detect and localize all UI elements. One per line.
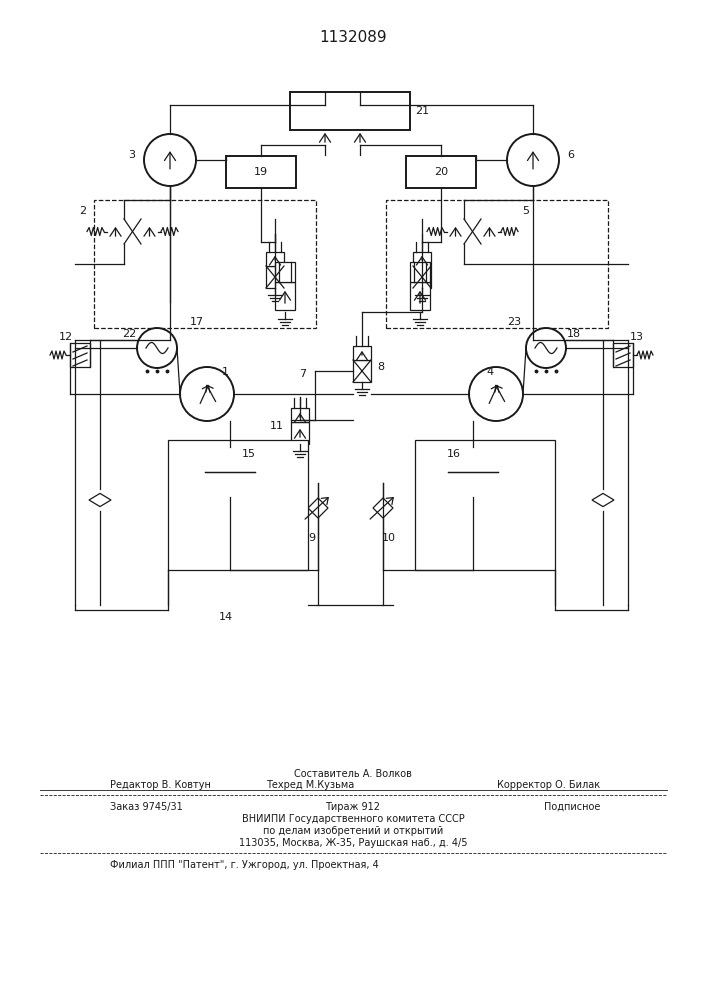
Bar <box>168 440 308 570</box>
Text: 12: 12 <box>59 332 73 342</box>
Text: 18: 18 <box>567 329 581 339</box>
Bar <box>447 219 464 244</box>
Text: 22: 22 <box>122 329 136 339</box>
Text: ВНИИПИ Государственного комитета СССР: ВНИИПИ Государственного комитета СССР <box>242 814 464 824</box>
Circle shape <box>205 447 255 497</box>
Text: 16: 16 <box>447 449 461 459</box>
Circle shape <box>448 447 498 497</box>
Bar <box>290 92 410 130</box>
Bar <box>124 219 141 244</box>
Circle shape <box>137 328 177 368</box>
Text: Составитель А. Волков: Составитель А. Волков <box>294 769 412 779</box>
Bar <box>410 262 430 282</box>
Bar <box>481 219 498 244</box>
Text: Тираж 912: Тираж 912 <box>325 802 380 812</box>
Text: Филиал ППП "Патент", г. Ужгород, ул. Проектная, 4: Филиал ППП "Патент", г. Ужгород, ул. Про… <box>110 860 379 870</box>
Bar <box>141 219 158 244</box>
Text: 23: 23 <box>507 317 521 327</box>
Bar <box>386 200 608 328</box>
Text: 6: 6 <box>568 150 575 160</box>
Bar <box>70 343 90 367</box>
Text: 19: 19 <box>254 167 268 177</box>
Circle shape <box>180 367 234 421</box>
Text: 1132089: 1132089 <box>319 29 387 44</box>
Text: 17: 17 <box>190 317 204 327</box>
Text: 20: 20 <box>434 167 448 177</box>
Text: 9: 9 <box>308 533 315 543</box>
Circle shape <box>144 134 196 186</box>
Circle shape <box>448 447 498 497</box>
Text: 21: 21 <box>415 106 429 116</box>
Bar <box>415 440 555 570</box>
Text: по делам изобретений и открытий: по делам изобретений и открытий <box>263 826 443 836</box>
Bar <box>613 343 633 367</box>
Circle shape <box>507 134 559 186</box>
Text: 8: 8 <box>377 362 384 372</box>
Bar <box>353 360 371 382</box>
Bar <box>410 282 430 310</box>
Bar <box>266 266 284 288</box>
Text: Заказ 9745/31: Заказ 9745/31 <box>110 802 182 812</box>
Text: Корректор О. Билак: Корректор О. Билак <box>497 780 600 790</box>
Bar <box>413 252 431 266</box>
Circle shape <box>526 328 566 368</box>
Bar <box>275 282 295 310</box>
Circle shape <box>205 447 255 497</box>
Bar <box>266 252 284 266</box>
Text: 10: 10 <box>382 533 396 543</box>
Bar <box>107 219 124 244</box>
Bar <box>226 156 296 188</box>
Bar <box>275 262 295 282</box>
Text: 3: 3 <box>129 150 136 160</box>
Text: 113035, Москва, Ж-35, Раушская наб., д. 4/5: 113035, Москва, Ж-35, Раушская наб., д. … <box>239 838 467 848</box>
Bar <box>291 422 309 444</box>
Text: 11: 11 <box>270 421 284 431</box>
Text: 7: 7 <box>300 369 307 379</box>
Bar <box>406 156 476 188</box>
Bar <box>291 408 309 422</box>
Bar <box>413 266 431 288</box>
Text: Техред М.Кузьма: Техред М.Кузьма <box>266 780 354 790</box>
Bar <box>464 219 481 244</box>
Text: 5: 5 <box>522 206 530 216</box>
Text: 1: 1 <box>222 367 229 377</box>
Text: 2: 2 <box>79 206 86 216</box>
Text: 15: 15 <box>242 449 256 459</box>
Bar <box>94 200 316 328</box>
Text: 4: 4 <box>486 367 493 377</box>
Bar <box>353 346 371 360</box>
Text: 14: 14 <box>219 612 233 622</box>
Text: Подписное: Подписное <box>544 802 600 812</box>
Wedge shape <box>448 472 498 497</box>
Text: Редактор В. Ковтун: Редактор В. Ковтун <box>110 780 211 790</box>
Wedge shape <box>205 472 255 497</box>
Circle shape <box>469 367 523 421</box>
Text: 13: 13 <box>630 332 644 342</box>
